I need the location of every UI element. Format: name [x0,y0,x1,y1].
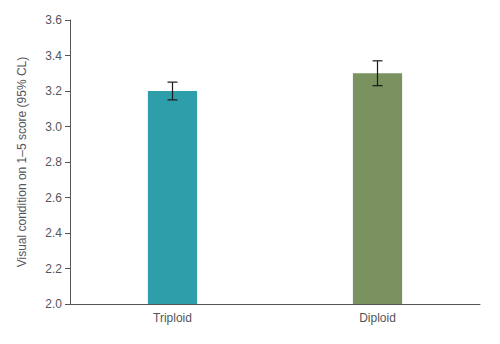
svg-text:2.6: 2.6 [45,191,62,205]
svg-text:2.2: 2.2 [45,262,62,276]
svg-text:3.6: 3.6 [45,13,62,27]
svg-text:Visual condition on 1–5 score: Visual condition on 1–5 score (95% CL) [15,57,29,268]
svg-text:2.4: 2.4 [45,226,62,240]
svg-text:2.0: 2.0 [45,297,62,311]
svg-text:3.4: 3.4 [45,49,62,63]
svg-text:Triploid: Triploid [153,311,192,325]
svg-text:Diploid: Diploid [359,311,396,325]
svg-text:2.8: 2.8 [45,155,62,169]
svg-text:3.0: 3.0 [45,120,62,134]
svg-text:3.2: 3.2 [45,84,62,98]
